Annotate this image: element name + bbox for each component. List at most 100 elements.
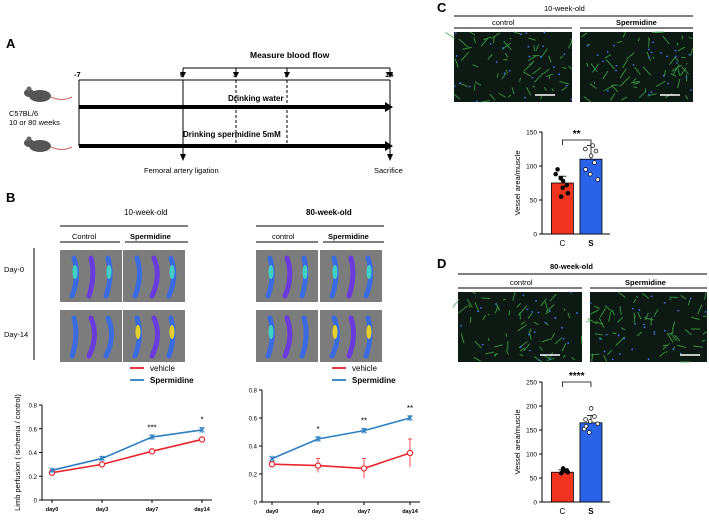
data-point [407, 415, 413, 421]
nucleus-dot [612, 44, 615, 47]
y-axis-label: Vessel area/muscle [513, 150, 522, 215]
x-tick-label: S [588, 507, 594, 516]
tissue-fiber [666, 332, 674, 343]
tissue-fiber [638, 91, 647, 99]
tissue-fiber [585, 62, 589, 67]
tissue-fiber [583, 95, 592, 103]
nucleus-dot [662, 74, 665, 77]
data-point [149, 434, 155, 441]
femoral-ligation-label: Femoral artery ligation [144, 166, 219, 175]
nucleus-dot [675, 62, 678, 64]
data-point [583, 423, 589, 429]
nucleus-dot [679, 352, 682, 355]
tissue-fiber [662, 35, 670, 45]
x-tick-label: day0 [266, 509, 279, 515]
tissue-fiber [496, 73, 499, 78]
tissue-fiber [581, 32, 588, 38]
panel-c-spermidine-label: Spermidine [616, 18, 657, 27]
drinking-water-label: Drinking water [228, 94, 284, 103]
tissue-fiber [644, 312, 649, 321]
nucleus-dot [603, 350, 606, 353]
tissue-fiber [598, 317, 605, 328]
perfusion-spot [106, 265, 112, 279]
data-point [553, 171, 558, 177]
nucleus-dot [575, 312, 578, 314]
data-point [583, 417, 588, 422]
nucleus-dot [495, 303, 497, 306]
legend-label: Spermidine [150, 376, 194, 385]
day-tick-label: 7 [284, 70, 289, 79]
tissue-fiber [563, 308, 566, 312]
panel-c-label: C [437, 0, 447, 15]
tissue-fiber [592, 63, 600, 73]
tissue-fiber [703, 292, 707, 300]
tissue-fiber [545, 322, 549, 326]
panel-a-label: A [6, 36, 16, 51]
tissue-fiber [505, 349, 510, 355]
tissue-fiber [516, 303, 521, 308]
nucleus-dot [519, 33, 522, 36]
tissue-fiber [642, 66, 652, 76]
nucleus-dot [685, 76, 688, 79]
series-line [51, 429, 203, 472]
nucleus-dot [527, 45, 530, 48]
nucleus-dot [615, 64, 618, 67]
tissue-fiber [611, 309, 615, 316]
x-tick-label: day7 [146, 507, 159, 513]
y-tick-label: 0.6 [249, 417, 258, 423]
tissue-fiber [472, 291, 477, 295]
perfusion-spot [169, 265, 175, 279]
tissue-fiber [532, 67, 542, 75]
tissue-fiber [621, 327, 626, 331]
nucleus-dot [535, 299, 537, 302]
tissue-fiber [608, 312, 612, 322]
limb-shape [299, 315, 309, 359]
x-tick-label: S [588, 239, 594, 248]
young-vessel-chart: 0 50 100 150 Vessel area/muscle C S ** [513, 129, 610, 248]
tissue-fiber [533, 321, 539, 325]
nucleus-dot [558, 73, 561, 76]
data-point [583, 167, 588, 172]
data-point [560, 185, 565, 191]
tissue-fiber [545, 73, 554, 78]
significance-marker: *** [147, 423, 156, 432]
data-point [587, 430, 592, 435]
nucleus-dot [674, 49, 677, 52]
limb-shape [86, 255, 96, 299]
tissue-fiber [474, 81, 482, 86]
nucleus-dot [689, 297, 692, 300]
tissue-fiber [580, 336, 583, 345]
tissue-fiber [602, 70, 609, 80]
perfusion-spot [366, 325, 372, 339]
nucleus-dot [653, 331, 656, 333]
data-point [595, 421, 600, 427]
tissue-fiber [482, 314, 486, 321]
limb-shape [86, 315, 97, 359]
tissue-fiber [674, 56, 679, 62]
tissue-fiber [690, 316, 700, 320]
tissue-fiber [567, 312, 571, 319]
tissue-fiber [538, 346, 544, 351]
tissue-fiber [689, 47, 694, 56]
perfusion-spot [135, 325, 141, 339]
tissue-fiber [647, 93, 657, 97]
nucleus-dot [650, 295, 653, 298]
bar [579, 158, 603, 235]
tissue-fiber [559, 81, 570, 85]
limb-shape [103, 315, 114, 359]
tissue-fiber [480, 37, 489, 47]
tissue-fiber [508, 310, 511, 316]
limb-shape [282, 315, 293, 359]
nucleus-dot [638, 309, 641, 311]
nucleus-dot [689, 89, 692, 92]
nucleus-dot [524, 96, 526, 99]
tissue-fiber [603, 355, 608, 362]
x-tick-label: day3 [96, 507, 109, 513]
nucleus-dot [570, 291, 572, 294]
data-point [314, 462, 322, 469]
nucleus-dot [663, 329, 666, 332]
tissue-fiber [534, 72, 544, 83]
mouse-icon [24, 86, 73, 102]
tissue-fiber [670, 73, 677, 77]
data-point [360, 465, 368, 472]
